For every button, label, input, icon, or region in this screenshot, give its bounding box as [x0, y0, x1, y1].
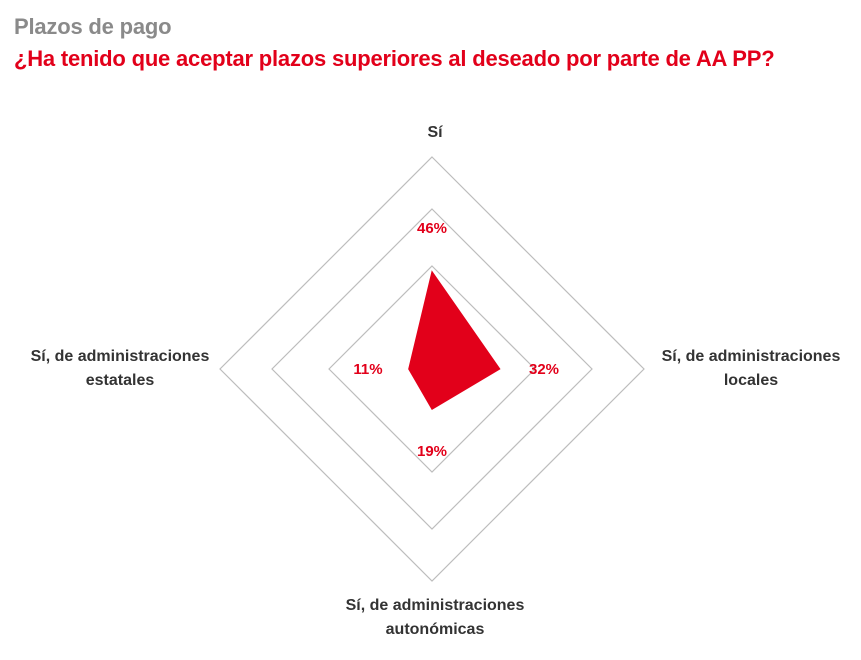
value-label-3: 19%: [417, 443, 447, 460]
chart-title: ¿Ha tenido que aceptar plazos superiores…: [14, 46, 775, 71]
grid-ring-3: [328, 265, 536, 473]
radar-series: [408, 270, 501, 410]
value-labels: 46% 32% 19% 11%: [353, 220, 559, 460]
axis-label-2: Sí, de administraciones locales: [662, 348, 841, 389]
axis-label-4: Sí, de administraciones estatales: [31, 348, 210, 389]
radar-grid: [219, 156, 645, 582]
axis-label-1: Sí: [427, 124, 443, 141]
value-label-2: 32%: [529, 361, 559, 378]
value-label-4: 11%: [353, 361, 382, 378]
axis-labels: Sí Sí, de administraciones locales Sí, de a…: [31, 124, 841, 638]
grid-ring-2: [271, 208, 593, 530]
chart-kicker: Plazos de pago: [14, 14, 172, 39]
data-area: [408, 270, 501, 410]
value-label-1: 46%: [417, 220, 447, 237]
grid-ring-1: [219, 156, 645, 582]
axis-label-3: Sí, de administraciones autonómicas: [346, 597, 525, 638]
